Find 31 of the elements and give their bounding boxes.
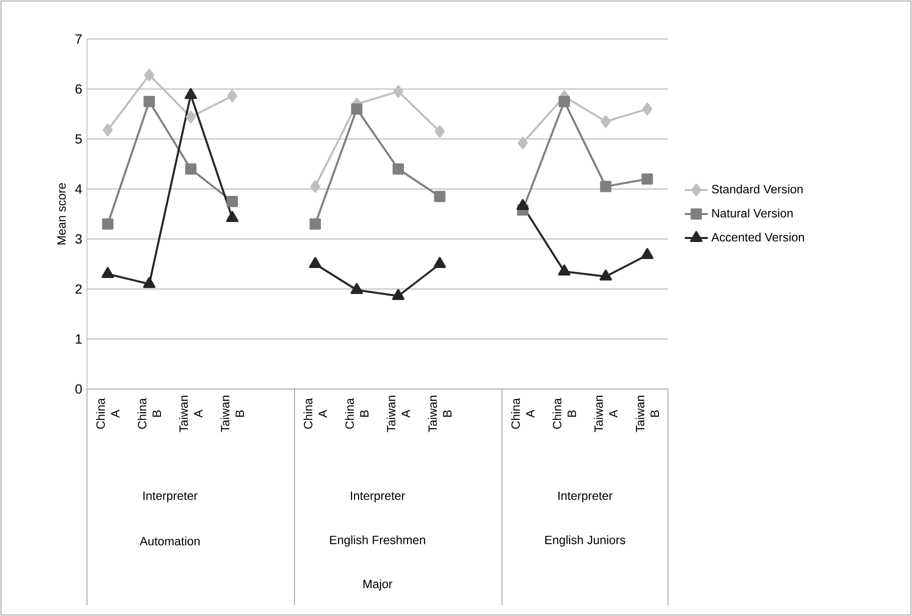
x-tick-label: Taiwan A [179,396,202,432]
y-tick-label: 1 [76,334,82,344]
y-tick-label: 2 [76,284,82,294]
y-tick-label: 7 [76,34,82,44]
y-tick-label: 0 [75,384,82,394]
text: Interpreter [143,492,198,502]
text: Interpreter [350,492,405,502]
text: English Juniors [545,535,626,547]
x-tick-label: China A [96,398,120,429]
x-tick-label: Taiwan A [386,396,410,432]
x-tick-label: Taiwan B [428,396,452,432]
text: Interpreter [558,492,612,502]
x-tick-label: Taiwan A [594,396,618,432]
text: Automation [140,536,200,546]
y-tick-label: 4 [75,184,82,194]
x-tick-label: Taiwan B [220,396,244,432]
y-tick-label: 5 [75,134,82,144]
y-axis-title: Mean score [57,183,66,244]
y-tick-label: 3 [75,234,82,244]
x-tick-label: China B [345,398,368,429]
legend-label: Standard Version [712,184,803,194]
x-tick-label: Taiwan B [636,396,659,432]
text: Major [363,579,392,591]
x-tick-label: China B [138,398,161,429]
x-tick-label: China A [304,398,327,429]
y-tick-label: 6 [76,84,82,94]
x-tick-label: China A [511,398,534,429]
text: English Freshmen [330,535,426,547]
legend-label: Natural Version [712,208,793,218]
x-tick-label: China B [552,398,576,429]
legend-label: Accented Version [711,232,804,242]
